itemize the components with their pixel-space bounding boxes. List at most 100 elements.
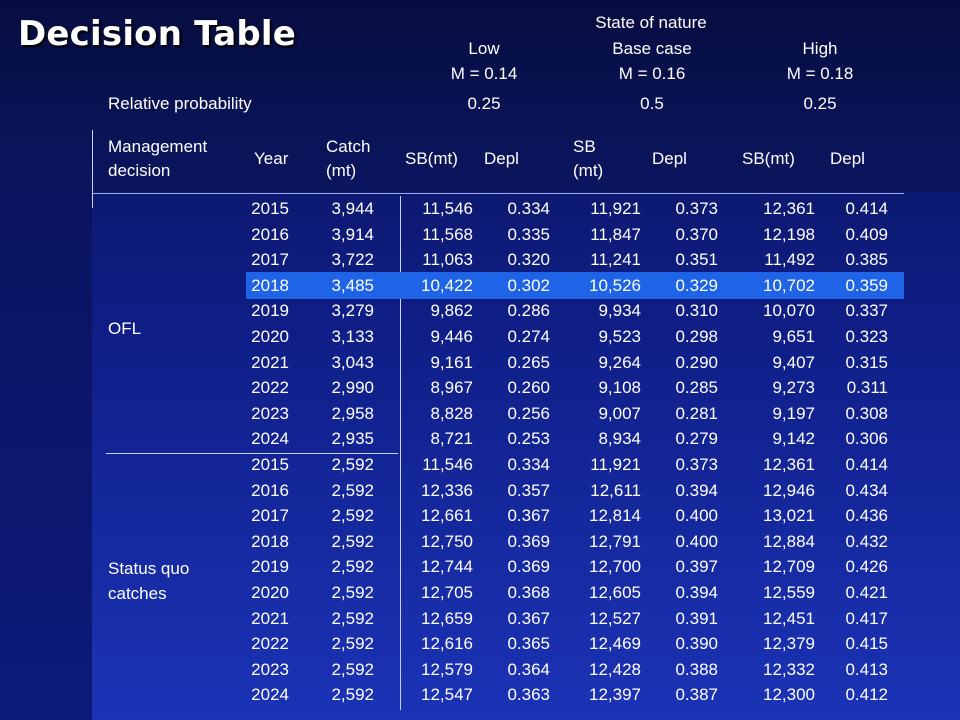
cell-sb-base: 12,611 bbox=[590, 481, 641, 500]
cell-sb-base: 12,397 bbox=[589, 685, 641, 704]
cell-sb-high: 11,492 bbox=[764, 250, 815, 269]
cell-catch: 2,958 bbox=[331, 404, 374, 423]
cell-year: 2024 bbox=[251, 685, 289, 704]
cell-catch: 2,592 bbox=[331, 685, 374, 704]
cell-sb-base: 12,814 bbox=[589, 506, 641, 525]
cell-depl-high: 0.434 bbox=[845, 481, 888, 500]
col-header-sb-base-line2: (mt) bbox=[573, 161, 604, 180]
col-header-sb-base-line1: SB bbox=[573, 137, 596, 156]
cell-sb-base: 10,526 bbox=[589, 276, 641, 295]
cell-depl-low: 0.369 bbox=[507, 532, 550, 551]
col-header-year: Year bbox=[254, 149, 289, 168]
cell-depl-low: 0.253 bbox=[507, 429, 550, 448]
probability-base: 0.5 bbox=[640, 94, 664, 113]
cell-depl-low: 0.286 bbox=[507, 301, 550, 320]
cell-sb-base: 12,428 bbox=[589, 660, 641, 679]
cell-sb-low: 9,862 bbox=[430, 301, 473, 320]
cell-year: 2024 bbox=[251, 429, 289, 448]
corner-vertical-rule bbox=[92, 130, 93, 208]
cell-depl-high: 0.306 bbox=[845, 429, 888, 448]
cell-depl-base: 0.373 bbox=[675, 199, 718, 218]
cell-year: 2015 bbox=[251, 455, 289, 474]
probability-high: 0.25 bbox=[803, 94, 837, 113]
cell-sb-high: 9,273 bbox=[772, 378, 815, 397]
cell-sb-base: 11,921 bbox=[590, 455, 641, 474]
table-row: 2019 3,279 9,862 0.286 9,934 0.310 10,070 0.337 bbox=[0, 301, 960, 321]
cell-depl-high: 0.426 bbox=[845, 557, 888, 576]
cell-depl-low: 0.364 bbox=[507, 660, 550, 679]
table-row: 2015 3,944 11,546 0.334 11,921 0.373 12,361 0.4… bbox=[0, 199, 960, 219]
cell-year: 2020 bbox=[251, 583, 289, 602]
table-row: 2021 3,043 9,161 0.265 9,264 0.290 9,407 0.315 bbox=[0, 353, 960, 373]
cell-year: 2017 bbox=[251, 506, 289, 525]
cell-sb-base: 11,921 bbox=[590, 199, 641, 218]
cell-depl-base: 0.370 bbox=[675, 225, 718, 244]
scenario-low-name: Low bbox=[468, 39, 500, 58]
cell-depl-base: 0.281 bbox=[675, 404, 718, 423]
cell-sb-high: 12,451 bbox=[763, 609, 815, 628]
cell-catch: 2,935 bbox=[331, 429, 374, 448]
cell-year: 2023 bbox=[251, 404, 289, 423]
cell-sb-high: 12,379 bbox=[763, 634, 815, 653]
col-header-management-line1: Management bbox=[108, 137, 208, 156]
cell-depl-base: 0.298 bbox=[675, 327, 718, 346]
table-row: 2023 2,592 12,579 0.364 12,428 0.388 12,332 0.4… bbox=[0, 660, 960, 680]
cell-catch: 2,592 bbox=[331, 660, 374, 679]
cell-catch: 2,592 bbox=[331, 455, 374, 474]
cell-sb-base: 9,007 bbox=[598, 404, 641, 423]
col-header-sb-high: SB(mt) bbox=[742, 149, 795, 168]
cell-catch: 3,722 bbox=[331, 250, 374, 269]
cell-year: 2021 bbox=[251, 353, 289, 372]
scenario-high-name: High bbox=[802, 39, 838, 58]
cell-sb-low: 12,661 bbox=[421, 506, 473, 525]
cell-sb-low: 12,336 bbox=[421, 481, 473, 500]
table-row: 2022 2,990 8,967 0.260 9,108 0.285 9,273 0.311 bbox=[0, 378, 960, 398]
col-header-depl-low: Depl bbox=[484, 149, 519, 168]
cell-depl-low: 0.320 bbox=[507, 250, 550, 269]
cell-sb-base: 9,523 bbox=[598, 327, 641, 346]
cell-sb-base: 12,791 bbox=[589, 532, 641, 551]
cell-depl-base: 0.394 bbox=[675, 481, 718, 500]
cell-depl-base: 0.387 bbox=[675, 685, 718, 704]
cell-depl-high: 0.413 bbox=[845, 660, 888, 679]
scenario-high-m: M = 0.18 bbox=[786, 64, 854, 83]
cell-sb-low: 11,063 bbox=[422, 250, 473, 269]
cell-depl-base: 0.391 bbox=[675, 609, 718, 628]
cell-depl-low: 0.365 bbox=[507, 634, 550, 653]
cell-catch: 2,592 bbox=[331, 481, 374, 500]
cell-year: 2016 bbox=[251, 225, 289, 244]
table-top-rule bbox=[92, 193, 904, 194]
relative-probability-label: Relative probability bbox=[108, 94, 252, 113]
table-row: 2016 2,592 12,336 0.357 12,611 0.394 12,946 0.4… bbox=[0, 481, 960, 501]
cell-depl-low: 0.357 bbox=[507, 481, 550, 500]
cell-sb-base: 9,108 bbox=[598, 378, 641, 397]
group-separator bbox=[106, 453, 398, 454]
cell-depl-low: 0.274 bbox=[507, 327, 550, 346]
col-header-depl-base: Depl bbox=[652, 149, 687, 168]
cell-sb-low: 8,721 bbox=[430, 429, 473, 448]
table-row: 2016 3,914 11,568 0.335 11,847 0.370 12,198 0.4… bbox=[0, 225, 960, 245]
table-row: 2024 2,935 8,721 0.253 8,934 0.279 9,142 0.306 bbox=[0, 429, 960, 449]
cell-sb-high: 12,709 bbox=[763, 557, 815, 576]
cell-depl-low: 0.367 bbox=[507, 506, 550, 525]
cell-catch: 2,990 bbox=[331, 378, 374, 397]
cell-depl-base: 0.310 bbox=[675, 301, 718, 320]
cell-sb-high: 12,884 bbox=[763, 532, 815, 551]
cell-year: 2022 bbox=[251, 378, 289, 397]
cell-depl-low: 0.363 bbox=[507, 685, 550, 704]
cell-sb-base: 8,934 bbox=[598, 429, 641, 448]
table-row: 2019 2,592 12,744 0.369 12,700 0.397 12,709 0.4… bbox=[0, 557, 960, 577]
cell-sb-low: 8,828 bbox=[430, 404, 473, 423]
cell-sb-low: 10,422 bbox=[421, 276, 473, 295]
cell-depl-low: 0.334 bbox=[507, 455, 550, 474]
cell-sb-low: 11,546 bbox=[422, 199, 473, 218]
cell-year: 2017 bbox=[251, 250, 289, 269]
cell-catch: 3,914 bbox=[331, 225, 374, 244]
table-row: 2021 2,592 12,659 0.367 12,527 0.391 12,451 0.4… bbox=[0, 609, 960, 629]
cell-depl-base: 0.394 bbox=[675, 583, 718, 602]
cell-sb-low: 12,616 bbox=[421, 634, 473, 653]
cell-depl-high: 0.414 bbox=[845, 199, 888, 218]
cell-depl-base: 0.290 bbox=[675, 353, 718, 372]
cell-sb-base: 12,605 bbox=[589, 583, 641, 602]
col-header-catch-line1: Catch bbox=[326, 137, 371, 156]
